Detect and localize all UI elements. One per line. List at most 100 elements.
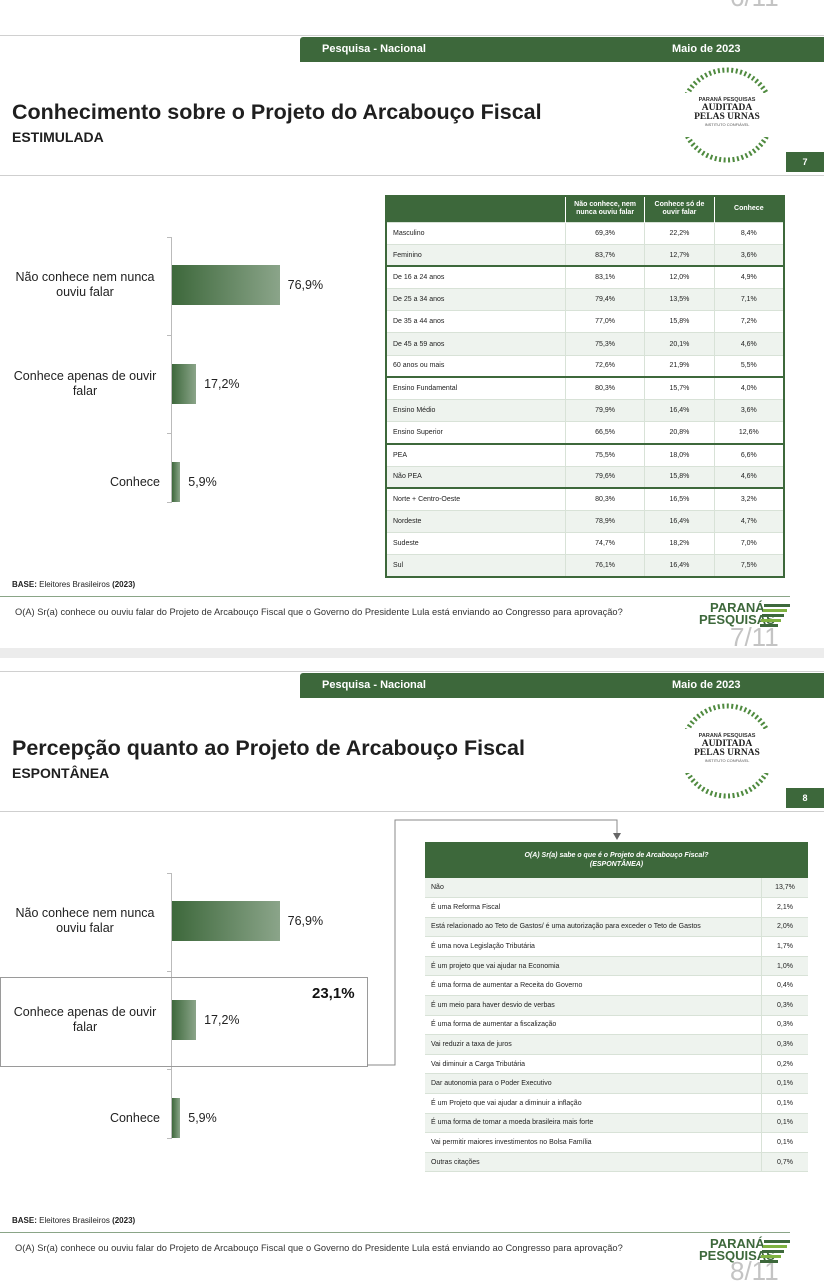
cell: 1,7% (761, 936, 808, 957)
cell: Sudeste (393, 540, 419, 548)
header-row: O(A) Sr(a) sabe o que é o Projeto de Arc… (425, 842, 808, 878)
cell: 76,1% (564, 554, 645, 577)
cell: 0,4% (761, 975, 808, 996)
logo-text: INSTITUTO CONFIÁVEL (704, 122, 750, 127)
highlight-label: 23,1% (312, 985, 355, 1002)
cell: É uma forma de aumentar a fiscalização (431, 1021, 557, 1029)
cell: 74,7% (564, 532, 645, 555)
logo-ring (677, 67, 777, 163)
data-row: Não 13,7% (425, 878, 808, 898)
question: O(A) Sr(a) conhece ou ouviu falar do Pro… (15, 607, 623, 617)
cell: 0,1% (761, 1132, 808, 1153)
base: BASE: Eleitores Brasileiros (2023) (12, 580, 135, 589)
cell: 0,3% (761, 1034, 808, 1055)
cell: 21,9% (644, 355, 715, 378)
logo-text: AUDITADA (701, 103, 753, 113)
cell: Vai permitir maiores investimentos no Bo… (431, 1139, 592, 1147)
category-label: Conhece (109, 1110, 160, 1125)
footer-stripe (763, 609, 787, 612)
category-label: Não conhece nem nunca ouviu falar (15, 906, 155, 935)
cell: Norte + Centro-Oeste (393, 496, 461, 504)
bar (172, 1098, 181, 1138)
header-cell: Não conhece, nem nunca ouviu falar (564, 196, 645, 222)
cell: Está relacionado ao Teto de Gastos/ é um… (431, 923, 701, 931)
data-row: É um meio para haver desvio de verbas 0,3… (425, 995, 808, 1016)
cell: 12,6% (713, 421, 784, 444)
rule (0, 35, 824, 36)
axis-tick (167, 335, 172, 336)
cell: Dar autonomia para o Poder Executivo (431, 1080, 552, 1088)
logo-text: AUDITADA (701, 739, 753, 749)
data-row: Masculino 69,3% 22,2% 8,4% (386, 222, 784, 245)
base: BASE: Eleitores Brasileiros (2023) (12, 1216, 135, 1225)
header-cell (386, 196, 565, 222)
footer-stripe (760, 624, 778, 627)
base-label: BASE: (12, 1216, 37, 1225)
cell: 4,6% (713, 332, 784, 356)
data-row: De 35 a 44 anos 77,0% 15,8% 7,2% (386, 310, 784, 333)
cell: 79,6% (564, 466, 645, 489)
page-indicator: 6/11 (730, 0, 779, 13)
base-label: BASE: (12, 580, 37, 589)
data-row: Nordeste 78,9% 16,4% 4,7% (386, 510, 784, 533)
page-gap (0, 648, 824, 658)
data-row: De 16 a 24 anos 83,1% 12,0% 4,9% (386, 266, 784, 289)
base-year: (2023) (112, 1216, 136, 1225)
survey-label: Pesquisa - Nacional (322, 679, 426, 691)
category-label: Não conhece nem nunca ouviu falar (15, 270, 155, 299)
cell: 4,7% (713, 510, 784, 533)
cell: Vai reduzir a taxa de juros (431, 1041, 512, 1049)
data-row: De 45 a 59 anos 75,3% 20,1% 4,6% (386, 332, 784, 356)
cell: De 35 a 44 anos (393, 318, 445, 326)
cell: De 25 a 34 anos (393, 296, 445, 304)
slide-number: 8 (786, 788, 824, 808)
cell: 12,0% (644, 266, 715, 289)
slide-title: Conhecimento sobre o Projeto do Arcabouç… (12, 100, 542, 124)
base-text: Eleitores Brasileiros (39, 1216, 110, 1225)
footer-stripe (763, 1245, 787, 1248)
data-row: É uma forma de aumentar a Receita do Gov… (425, 975, 808, 996)
header-cell: Conhece só de ouvir falar (644, 196, 715, 222)
footer-logo-line: PARANÁ (710, 1236, 765, 1251)
data-row: Vai diminuir a Carga Tributária 0,2% (425, 1054, 808, 1074)
base-year: (2023) (112, 580, 136, 589)
data-row: PEA 75,5% 18,0% 6,6% (386, 443, 784, 467)
cell: 13,7% (761, 878, 808, 898)
cell: 75,3% (564, 332, 645, 356)
cell: 5,5% (713, 355, 784, 378)
header-cell: Conhece (713, 196, 784, 222)
data-row: Dar autonomia para o Poder Executivo 0,1% (425, 1073, 808, 1094)
cell: 4,9% (713, 266, 784, 289)
data-row: 60 anos ou mais 72,6% 21,9% 5,5% (386, 355, 784, 378)
logo-text: INSTITUTO CONFIÁVEL (704, 758, 750, 763)
category-label: Conhece apenas de ouvir falar (13, 1005, 157, 1034)
cell: 3,6% (713, 399, 784, 422)
cell: 4,0% (713, 377, 784, 400)
footer-stripe (761, 1255, 781, 1258)
cell: De 45 a 59 anos (393, 340, 445, 348)
category-label: Conhece apenas de ouvir falar (13, 369, 157, 398)
ring-gap (677, 729, 777, 773)
logo-text: PARANÁ PESQUISAS (698, 97, 756, 103)
cell: É uma forma de aumentar a Receita do Gov… (431, 982, 583, 990)
cell: Não (431, 884, 444, 892)
data-row: Está relacionado ao Teto de Gastos/ é um… (425, 917, 808, 937)
category-wrap: Não conhece nem nunca ouviu falar (0, 891, 160, 951)
connector-arrow (613, 833, 621, 840)
footer-stripe (760, 1260, 778, 1263)
cell: Vai diminuir a Carga Tributária (431, 1060, 526, 1068)
cell: 16,4% (644, 554, 715, 577)
axis-line (171, 873, 172, 1139)
value-label: 5,9% (188, 1111, 217, 1125)
date-label: Maio de 2023 (672, 679, 741, 691)
value-label: 76,9% (287, 914, 324, 928)
cell: 79,4% (564, 288, 645, 311)
cell: 0,1% (761, 1093, 808, 1114)
logo-text: PELAS URNAS (694, 112, 760, 122)
axis-tick (167, 1138, 172, 1139)
cell: Não PEA (393, 473, 422, 481)
survey-label: Pesquisa - Nacional (322, 43, 426, 55)
rule (0, 1232, 790, 1233)
footer-stripe (764, 604, 790, 607)
